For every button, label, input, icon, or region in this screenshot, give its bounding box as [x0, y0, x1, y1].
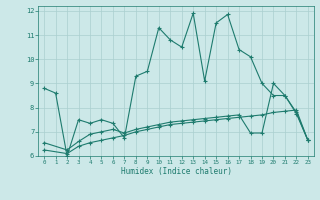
X-axis label: Humidex (Indice chaleur): Humidex (Indice chaleur) — [121, 167, 231, 176]
